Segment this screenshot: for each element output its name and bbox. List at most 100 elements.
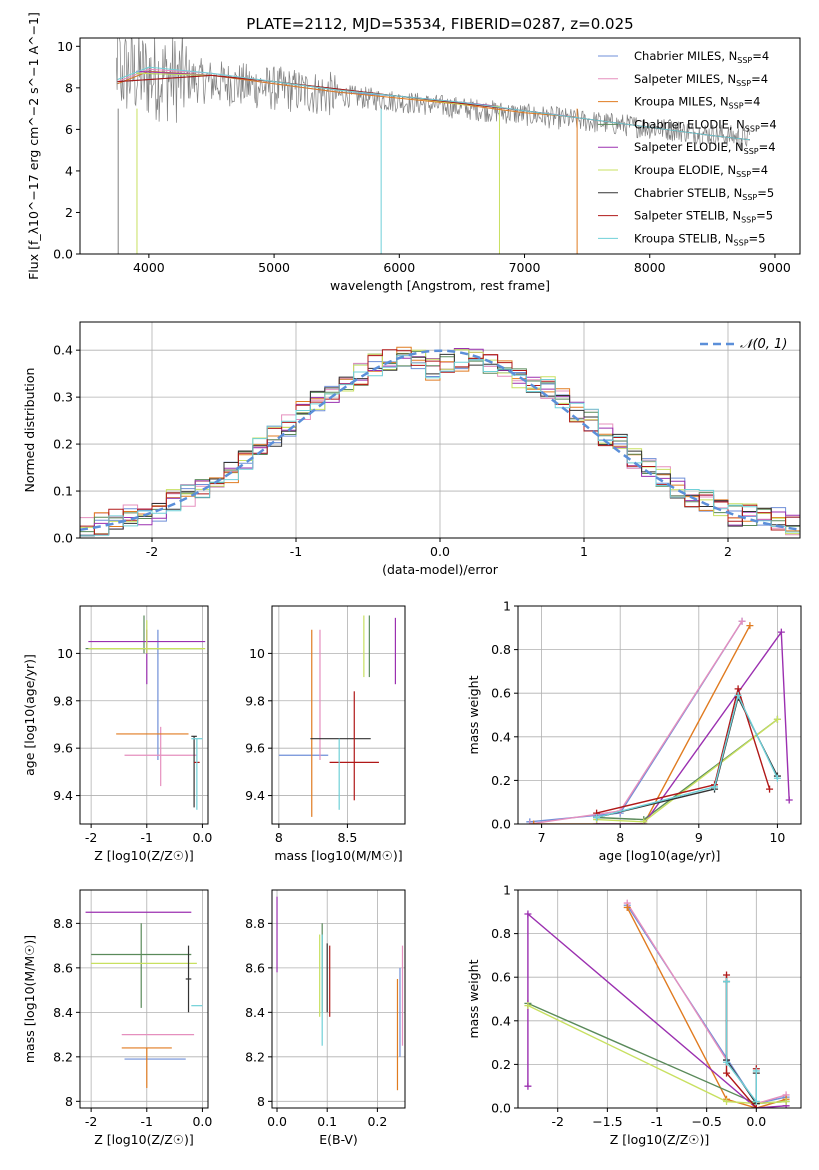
axes-frame — [79, 605, 209, 825]
x-tick-label: -2 — [85, 1114, 97, 1129]
y-tick-label: 8.6 — [245, 960, 265, 975]
legend-label-salpeter_stelib: Salpeter STELIB, NSSP=5 — [634, 209, 773, 225]
y-tick-label: 8.2 — [53, 1049, 73, 1064]
y-tick-label: 6 — [65, 122, 73, 137]
axes-frame — [271, 605, 406, 825]
x-tick-label: 0.1 — [317, 1114, 337, 1129]
panel-mass_vs_z: -2 -1 0.0 8 8.2 8.4 8.6 8.8 Z [log10(Z/Z☉)] mass … — [22, 889, 212, 1147]
x-tick-label: 8.5 — [337, 830, 357, 845]
y-tick-label: 9.6 — [53, 741, 73, 756]
series-line-salpeter_elodie — [596, 630, 790, 824]
series-marker-kroupa_elodie — [524, 1002, 532, 1010]
x-tick-label: -1 — [290, 544, 302, 559]
y-tick-label: 8 — [65, 80, 73, 95]
x-tick-label: 0.0 — [192, 830, 212, 845]
y-axis-label-spectrum: Flux [f_λ10^−17 erg cm^−2 s^−1 A^−1] — [26, 12, 41, 280]
x-tick-label: 9000 — [759, 260, 791, 275]
panel-age_vs_z: -2 -1 0.0 9.4 9.6 9.8 10 Z [log10(Z/Z☉)] age [lo… — [22, 605, 212, 863]
x-axis-label-age_vs_z: Z [log10(Z/Z☉)] — [94, 848, 194, 863]
x-tick-label: −1.5 — [592, 1114, 622, 1129]
y-tick-label: 8 — [65, 1094, 73, 1109]
legend-label-kroupa_elodie: Kroupa ELODIE, NSSP=4 — [634, 163, 768, 179]
y-tick-label: 9.4 — [53, 788, 73, 803]
x-tick-label: 5000 — [258, 260, 290, 275]
x-tick-label: 8 — [616, 830, 624, 845]
plot-area-mass_vs_z — [85, 911, 203, 1088]
y-tick-label: 0.3 — [53, 390, 73, 405]
y-tick-label: 0.0 — [53, 531, 73, 546]
x-tick-label: -1 — [141, 1114, 153, 1129]
series-marker-salpeter_elodie — [777, 628, 785, 636]
series-line-kroupa_stelib — [725, 981, 757, 1104]
y-tick-label: 0.0 — [491, 817, 511, 832]
y-axis-label-age_vs_z: age [log10(age/yr)] — [22, 654, 37, 776]
axes-frame — [79, 889, 209, 1109]
y-axis-label-mass_vs_z: mass [log10(M/M☉)] — [22, 935, 37, 1063]
panel-spectrum: Chabrier MILES, NSSP=4 Salpeter MILES, NS… — [26, 12, 801, 293]
y-tick-label: 1 — [503, 599, 511, 614]
normal-curve-line — [80, 349, 800, 532]
x-tick-label: −0.5 — [691, 1114, 721, 1129]
panels-group: Chabrier MILES, NSSP=4 Salpeter MILES, NS… — [22, 12, 802, 1147]
series-marker-kroupa_elodie — [640, 818, 648, 824]
series-marker-salpeter_stelib — [723, 971, 731, 979]
series-marker-kroupa_elodie — [782, 1097, 790, 1105]
y-tick-label: 8.8 — [245, 916, 265, 931]
y-tick-label: 8.8 — [53, 916, 73, 931]
series-marker-salpeter_elodie — [524, 1082, 532, 1090]
y-tick-label: 0.4 — [491, 1013, 511, 1028]
series-marker-salpeter_miles — [738, 617, 746, 625]
y-tick-label: 0.1 — [53, 484, 73, 499]
series-marker-kroupa_stelib — [773, 774, 781, 782]
y-tick-label: 8 — [257, 1094, 265, 1109]
series-line-kroupa_stelib — [117, 66, 750, 141]
y-tick-label: 2 — [65, 205, 73, 220]
x-tick-label: -1 — [651, 1114, 663, 1129]
x-axis-label-residuals: (data-model)/error — [382, 562, 499, 577]
x-axis-label-mass_weight_vs_age: age [log10(age/yr)] — [599, 848, 721, 863]
series-line-salpeter_miles — [529, 620, 743, 824]
series-marker-kroupa_stelib — [752, 1067, 760, 1075]
y-tick-label: 8.4 — [53, 1005, 73, 1020]
panel-mass_vs_ebv: 0.0 0.1 0.2 8 8.2 8.4 8.6 8.8 E(B-V) — [245, 889, 406, 1147]
legend-label-normal: 𝒩(0, 1) — [740, 337, 787, 352]
x-tick-label: -2 — [85, 830, 97, 845]
y-tick-label: 10 — [249, 646, 265, 661]
x-tick-label: 10 — [769, 830, 785, 845]
y-tick-label: 0.4 — [491, 729, 511, 744]
x-tick-label: -2 — [551, 1114, 563, 1129]
series-marker-salpeter_miles — [526, 820, 534, 824]
series-marker-salpeter_elodie — [524, 910, 532, 918]
y-tick-label: 4 — [65, 163, 73, 178]
y-axis-label-residuals: Normed distribution — [22, 368, 37, 493]
legend-label-kroupa_stelib: Kroupa STELIB, NSSP=5 — [634, 231, 765, 247]
series-line-kroupa_stelib — [596, 693, 779, 819]
y-tick-label: 9.6 — [245, 741, 265, 756]
x-tick-label: 0.2 — [367, 1114, 387, 1129]
y-tick-label: 9.8 — [245, 693, 265, 708]
axes-frame — [517, 605, 802, 825]
y-tick-label: 9.8 — [53, 693, 73, 708]
plot-area-mass_vs_ebv — [276, 896, 404, 1091]
x-tick-label: 8000 — [634, 260, 666, 275]
legend-label-kroupa_miles: Kroupa MILES, NSSP=4 — [634, 95, 760, 111]
figure-title: PLATE=2112, MJD=53534, FIBERID=0287, z=0… — [246, 15, 633, 33]
x-tick-label: 0.0 — [192, 1114, 212, 1129]
panel-mass_weight_vs_z: -2 −1.5 -1 −0.5 0.0 0.0 0.2 0.4 0.6 0.8 1 Z [log10(… — [466, 883, 802, 1147]
x-tick-label: 0.0 — [430, 544, 450, 559]
series-marker-kroupa_elodie — [773, 715, 781, 723]
series-line-salpeter_elodie — [527, 912, 787, 1108]
plot-area-residuals — [80, 346, 800, 538]
axes-frame — [517, 889, 802, 1109]
y-tick-label: 8.6 — [53, 960, 73, 975]
y-tick-label: 0.4 — [53, 343, 73, 358]
series-marker-salpeter_stelib — [752, 1104, 760, 1108]
y-tick-label: 8.2 — [245, 1049, 265, 1064]
series-marker-salpeter_elodie — [785, 796, 793, 804]
series-marker-kroupa_elodie — [723, 1097, 731, 1105]
series-line-chabrier_miles — [529, 620, 743, 823]
y-axis-label-mass_weight_vs_z: mass weight — [466, 959, 481, 1038]
y-tick-label: 0.2 — [491, 1057, 511, 1072]
series-marker-kroupa_miles — [530, 820, 538, 824]
